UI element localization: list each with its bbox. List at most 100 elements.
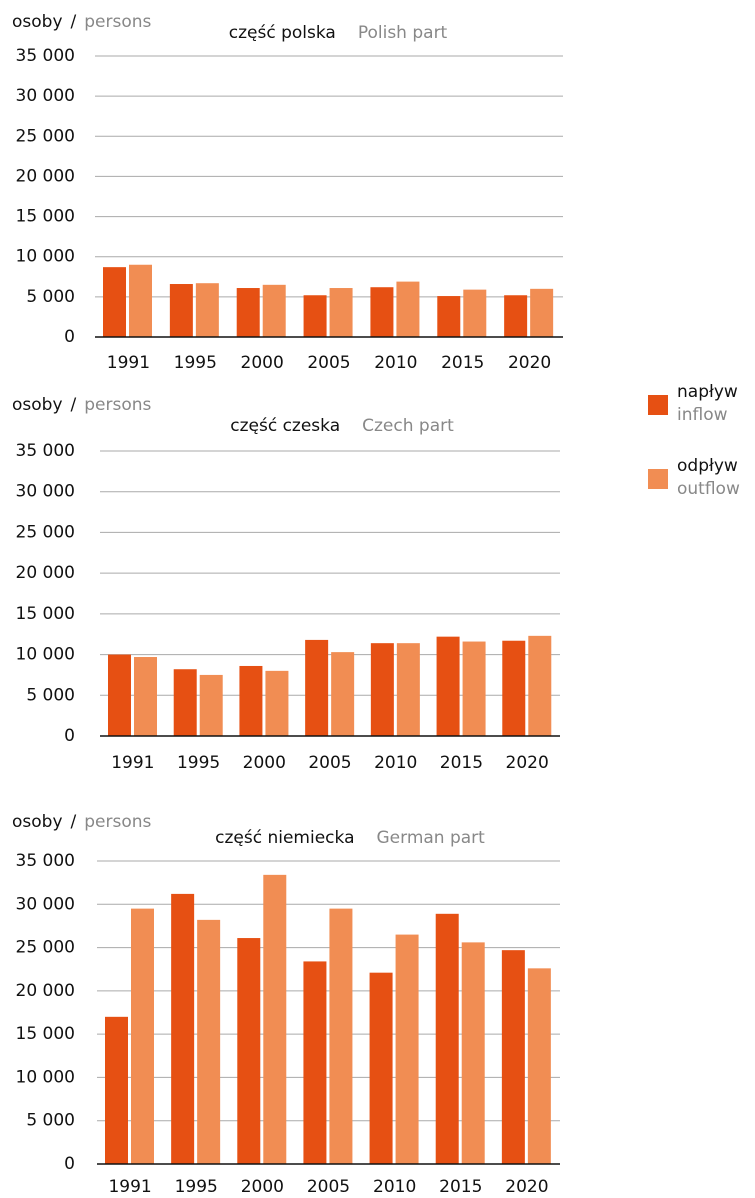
y-tick-label: 10 000 xyxy=(16,1067,75,1087)
bar xyxy=(303,961,327,1164)
y-tick-label: 30 000 xyxy=(16,482,75,502)
y-tick-label: 30 000 xyxy=(16,894,75,914)
x-tick-label: 1995 xyxy=(174,353,217,373)
y-axis-label-pl: osoby xyxy=(12,395,63,415)
y-axis-label-en: persons xyxy=(84,812,151,832)
chart-title-pl: część czeska xyxy=(230,416,340,436)
x-tick-label: 2015 xyxy=(441,353,484,373)
bar xyxy=(262,284,286,337)
chart-title-pl: część niemiecka xyxy=(215,828,354,848)
y-axis-label-pl: osoby xyxy=(12,812,63,832)
legend-swatch xyxy=(648,469,668,489)
bar xyxy=(199,674,223,736)
bar xyxy=(435,913,459,1164)
bar xyxy=(265,670,289,736)
x-tick-label: 2020 xyxy=(508,353,551,373)
y-tick-label: 10 000 xyxy=(16,645,75,665)
bar xyxy=(396,643,420,736)
y-tick-label: 20 000 xyxy=(16,981,75,1001)
x-tick-label: 2000 xyxy=(241,1177,284,1197)
bar xyxy=(131,908,154,1164)
x-tick-label: 2015 xyxy=(440,753,483,773)
x-tick-label: 2005 xyxy=(307,1177,350,1197)
chart-title: część polska Polish part xyxy=(229,23,448,43)
y-tick-label: 25 000 xyxy=(16,938,75,958)
y-tick-label: 0 xyxy=(64,327,75,347)
y-axis-label-en: persons xyxy=(84,12,151,32)
bar xyxy=(331,652,355,736)
x-tick-label: 2005 xyxy=(307,353,350,373)
x-tick-label: 2015 xyxy=(439,1177,482,1197)
bar xyxy=(263,874,287,1164)
x-tick-label: 1995 xyxy=(177,753,220,773)
y-axis-label: osoby / persons xyxy=(12,812,152,832)
bar xyxy=(528,635,552,736)
bar xyxy=(329,908,353,1164)
bar xyxy=(129,264,152,337)
y-tick-label: 35 000 xyxy=(16,851,75,871)
legend-swatch xyxy=(648,395,668,415)
x-tick-label: 1991 xyxy=(108,1177,151,1197)
bar xyxy=(169,284,193,337)
y-axis-label-sep: / xyxy=(71,812,77,832)
x-tick-label: 2005 xyxy=(308,753,351,773)
x-tick-label: 1991 xyxy=(111,753,154,773)
bar xyxy=(436,636,460,736)
bar xyxy=(171,893,195,1164)
y-tick-label: 0 xyxy=(64,1154,75,1174)
x-tick-label: 1995 xyxy=(175,1177,218,1197)
y-tick-label: 35 000 xyxy=(16,46,75,66)
chart-title: część niemiecka German part xyxy=(215,828,485,848)
bar xyxy=(239,665,263,736)
chart-title-en: German part xyxy=(377,828,486,848)
y-axis-label-pl: osoby xyxy=(12,12,63,32)
y-tick-label: 15 000 xyxy=(16,207,75,227)
chart-title-en: Czech part xyxy=(362,416,454,436)
y-axis-label: osoby / persons xyxy=(12,395,152,415)
bar xyxy=(103,267,126,337)
y-tick-label: 35 000 xyxy=(16,441,75,461)
bar xyxy=(527,968,551,1164)
x-tick-label: 2010 xyxy=(374,353,417,373)
legend-label: odpływ xyxy=(677,456,738,476)
legend-label: napływ xyxy=(677,382,738,402)
y-tick-label: 25 000 xyxy=(16,522,75,542)
legend-label-en: outflow xyxy=(677,479,740,499)
bar xyxy=(501,950,525,1164)
x-tick-label: 2020 xyxy=(505,1177,548,1197)
y-axis-label: osoby / persons xyxy=(12,12,152,32)
bar xyxy=(329,288,353,337)
y-axis-label-sep: / xyxy=(71,12,77,32)
bar xyxy=(395,934,419,1164)
y-tick-label: 15 000 xyxy=(16,604,75,624)
x-tick-label: 2000 xyxy=(243,753,286,773)
bar xyxy=(369,972,393,1164)
bar xyxy=(237,938,261,1164)
bar xyxy=(530,288,554,337)
y-tick-label: 5 000 xyxy=(26,287,75,307)
x-tick-label: 2010 xyxy=(374,753,417,773)
x-tick-label: 1991 xyxy=(107,353,150,373)
y-tick-label: 30 000 xyxy=(16,86,75,106)
x-tick-label: 2010 xyxy=(373,1177,416,1197)
bar xyxy=(437,296,461,337)
chart-title-en: Polish part xyxy=(358,23,448,43)
y-tick-label: 15 000 xyxy=(16,1024,75,1044)
y-tick-label: 25 000 xyxy=(16,126,75,146)
chart-title: część czeska Czech part xyxy=(230,416,454,436)
bar xyxy=(461,942,485,1164)
y-tick-label: 20 000 xyxy=(16,166,75,186)
y-tick-label: 20 000 xyxy=(16,563,75,583)
bar xyxy=(236,288,260,337)
bar xyxy=(305,639,329,736)
y-tick-label: 10 000 xyxy=(16,247,75,267)
bar xyxy=(134,657,157,736)
bar xyxy=(195,283,219,337)
y-axis-label-sep: / xyxy=(71,395,77,415)
bar xyxy=(303,295,327,337)
bar xyxy=(463,289,487,337)
x-tick-label: 2020 xyxy=(506,753,549,773)
y-axis-label-en: persons xyxy=(84,395,151,415)
bar xyxy=(370,643,394,736)
